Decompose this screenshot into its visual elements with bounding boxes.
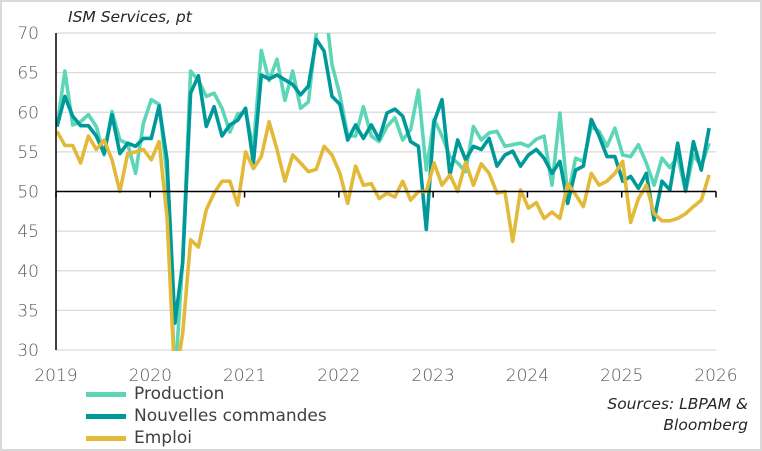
legend-swatch (86, 413, 126, 419)
legend-label: Emploi (134, 428, 192, 448)
x-tick-label: 2020 (129, 366, 172, 386)
legend-label: Nouvelles commandes (134, 406, 327, 426)
legend-item-emploi: Emploi (86, 427, 327, 449)
legend-label: Production (134, 384, 225, 404)
x-tick-label: 2026 (694, 366, 737, 386)
series-line-emploi (56, 120, 711, 351)
y-tick-label: 65 (17, 64, 39, 84)
y-tick-label: 55 (17, 143, 39, 163)
legend-swatch (86, 391, 126, 397)
chart-title: ISM Services, pt (68, 8, 193, 26)
y-tick-label: 70 (17, 24, 39, 44)
y-tick-label: 50 (17, 183, 39, 203)
x-tick-label: 2022 (317, 366, 360, 386)
legend-item-production: Production (86, 383, 327, 405)
x-tick-label: 2021 (223, 366, 266, 386)
legend-item-nouvelles-commandes: Nouvelles commandes (86, 405, 327, 427)
legend-swatch (86, 435, 126, 441)
source-note: Sources: LBPAM & Bloomberg (607, 394, 748, 436)
y-tick-label: 30 (17, 341, 39, 361)
x-tick-label: 2019 (34, 366, 77, 386)
y-tick-label: 35 (17, 301, 39, 321)
x-tick-label: 2024 (506, 366, 549, 386)
series-line-nouvelles-commandes (56, 37, 711, 325)
y-tick-label: 45 (17, 222, 39, 242)
source-line: Bloomberg (663, 416, 748, 434)
legend: Production Nouvelles commandes Emploi (86, 383, 327, 449)
y-tick-label: 60 (17, 103, 39, 123)
y-tick-label: 40 (17, 262, 39, 282)
x-tick-label: 2023 (412, 366, 455, 386)
x-tick-label: 2025 (600, 366, 643, 386)
source-line: Sources: LBPAM & (607, 395, 748, 413)
